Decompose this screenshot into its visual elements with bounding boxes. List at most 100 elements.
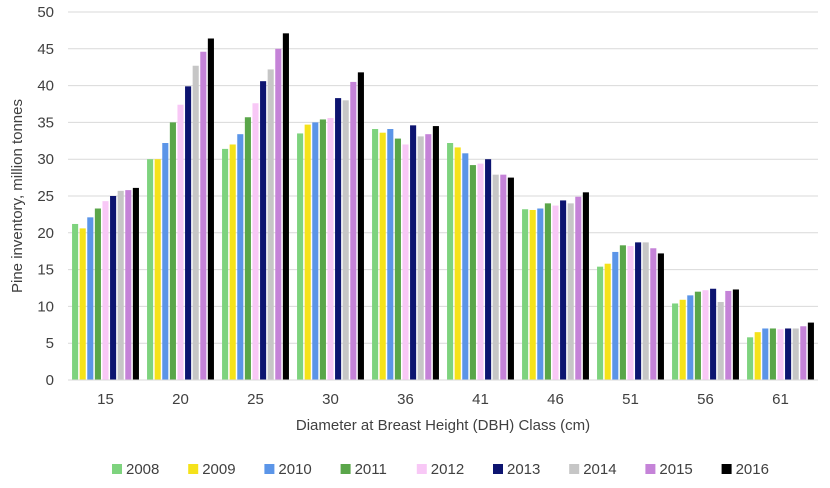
bars [72, 33, 814, 381]
bar-group-20 [147, 38, 214, 381]
bar-2008-46 [522, 209, 529, 380]
legend-item-2014: 2014 [569, 461, 617, 478]
bar-2010-51 [612, 251, 619, 380]
legend-swatch [112, 464, 122, 474]
bar-2009-36 [379, 132, 386, 380]
legend-item-2012: 2012 [416, 461, 464, 478]
legend-swatch [569, 464, 580, 474]
bar-2012-56 [702, 290, 709, 380]
bar-2008-61 [747, 337, 754, 380]
x-tick-label: 46 [547, 391, 564, 408]
bar-2009-41 [454, 147, 461, 380]
bar-2014-30 [342, 100, 349, 380]
bar-2010-46 [537, 208, 544, 380]
bar-2010-20 [162, 143, 169, 380]
bar-2012-15 [102, 201, 109, 380]
x-tick-label: 51 [622, 391, 639, 408]
bar-2015-56 [725, 290, 732, 380]
x-tick-label: 36 [397, 391, 414, 408]
bar-2016-61 [807, 322, 814, 380]
legend-item-2008: 2008 [112, 461, 159, 478]
legend-swatch [721, 464, 732, 474]
y-axis-title: Pine inventory, million tonnes [9, 99, 26, 293]
bar-2013-41 [485, 159, 492, 380]
bar-2015-36 [425, 134, 432, 380]
bar-2015-46 [575, 196, 582, 380]
bar-2010-61 [762, 328, 769, 380]
y-tick-label: 0 [46, 372, 54, 389]
bar-2011-30 [319, 119, 326, 381]
bar-2013-25 [260, 81, 267, 381]
bar-2008-36 [372, 129, 379, 380]
bar-2014-51 [642, 242, 649, 380]
legend-label: 2014 [583, 461, 616, 478]
y-tick-label: 25 [37, 188, 54, 205]
bar-2012-20 [177, 104, 184, 381]
bar-2012-41 [477, 163, 484, 380]
bar-2008-15 [72, 223, 79, 380]
bar-2009-15 [79, 228, 86, 380]
bar-2009-51 [604, 263, 611, 380]
x-tick-label: 41 [472, 391, 489, 408]
y-axis-ticks: 0 5 10 15 20 25 30 35 40 45 50 [37, 4, 54, 389]
y-tick-label: 20 [37, 225, 54, 242]
bar-2015-25 [275, 48, 282, 381]
bar-2014-61 [792, 328, 799, 380]
legend-item-2013: 2013 [493, 461, 540, 478]
bar-2016-20 [207, 38, 214, 380]
bar-2012-61 [777, 329, 784, 380]
legend-label: 2012 [431, 461, 464, 478]
x-tick-label: 61 [772, 391, 789, 408]
bar-2008-20 [147, 159, 154, 380]
bar-group-30 [297, 72, 364, 381]
legend-item-2015: 2015 [645, 461, 693, 478]
y-tick-label: 10 [37, 298, 54, 315]
bar-2010-15 [87, 217, 94, 380]
bar-2010-41 [462, 153, 469, 380]
y-tick-label: 40 [37, 78, 54, 95]
bar-2013-36 [410, 125, 417, 380]
legend-swatch [340, 464, 351, 474]
bar-2011-51 [619, 245, 626, 380]
bar-2012-51 [627, 246, 634, 380]
bar-2015-20 [200, 51, 207, 381]
bar-group-61 [747, 322, 814, 380]
bar-group-41 [447, 143, 514, 380]
legend-item-2009: 2009 [188, 461, 236, 478]
legend-label: 2016 [736, 461, 769, 478]
bar-2015-61 [800, 326, 807, 380]
bar-2011-15 [94, 208, 101, 380]
bar-group-25 [222, 33, 289, 381]
bar-2015-30 [350, 81, 357, 381]
bar-2012-36 [402, 144, 409, 380]
legend-label: 2011 [355, 461, 387, 478]
bar-2016-30 [357, 72, 364, 380]
y-tick-label: 45 [37, 41, 54, 58]
bar-group-46 [522, 192, 589, 380]
x-tick-label: 15 [97, 391, 114, 408]
bar-2012-25 [252, 103, 259, 380]
bar-2008-56 [672, 303, 679, 380]
bar-2014-36 [417, 136, 424, 380]
legend-label: 2009 [202, 461, 235, 478]
bar-2016-36 [432, 126, 439, 380]
bar-group-56 [672, 288, 739, 380]
x-tick-label: 56 [697, 391, 714, 408]
bar-2010-56 [687, 295, 694, 380]
bar-2013-61 [785, 328, 792, 380]
bar-2016-25 [282, 33, 289, 381]
legend-swatch [188, 464, 199, 474]
legend-label: 2010 [278, 461, 311, 478]
bar-2011-56 [694, 291, 701, 380]
bar-2008-41 [447, 143, 454, 380]
legend-label: 2008 [126, 461, 159, 478]
bar-2011-25 [244, 117, 251, 380]
bar-2014-15 [117, 190, 124, 380]
bar-2014-41 [492, 174, 499, 380]
bar-2013-51 [635, 242, 642, 380]
bar-2013-15 [110, 196, 117, 380]
bar-2016-41 [507, 177, 514, 380]
bar-group-15 [72, 187, 139, 380]
